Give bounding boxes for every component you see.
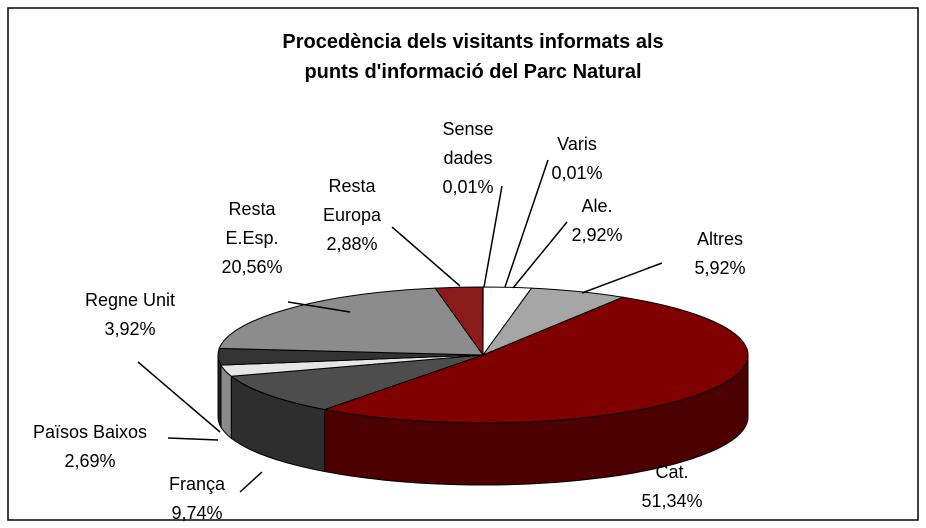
data-label-category: Sense dades [442, 119, 493, 168]
data-label-category: Regne Unit [85, 290, 175, 310]
leader-line [391, 226, 461, 287]
leader-line [512, 221, 568, 289]
slice [218, 287, 484, 356]
data-label-value: 2,69% [64, 451, 115, 471]
slice [322, 296, 749, 424]
data-label-category: Resta Europa [323, 176, 382, 225]
data-label-category: Altres [697, 229, 743, 249]
data-label-value: 0,01% [551, 163, 602, 183]
data-label-category: Cat. [655, 462, 688, 482]
leader-line [167, 437, 219, 441]
leader-line [581, 262, 663, 294]
slice-side [220, 363, 232, 440]
leader-line [483, 185, 503, 288]
leader-line [239, 471, 263, 493]
leader-line [287, 301, 351, 313]
data-label-category: Resta E.Esp. [225, 199, 278, 248]
data-label-value: 51,34% [641, 491, 702, 511]
leader-line [504, 159, 549, 288]
data-label-category: Varis [557, 134, 597, 154]
data-label-category: Països Baixos [33, 422, 147, 442]
data-label-value: 2,88% [326, 234, 377, 254]
data-label-value: 5,92% [694, 258, 745, 278]
slice-side [217, 354, 222, 429]
leader-line [137, 361, 221, 433]
data-label-value: 9,74% [171, 503, 222, 523]
data-label-category: França [169, 474, 226, 494]
data-label-value: 20,56% [221, 257, 282, 277]
data-label-value: 3,92% [104, 319, 155, 339]
chart-title: Procedència dels visitants informats als… [282, 31, 663, 83]
data-label-value: 0,01% [442, 177, 493, 197]
data-label-category: Ale. [581, 196, 612, 216]
data-label-value: 2,92% [571, 225, 622, 245]
slice [229, 354, 484, 411]
